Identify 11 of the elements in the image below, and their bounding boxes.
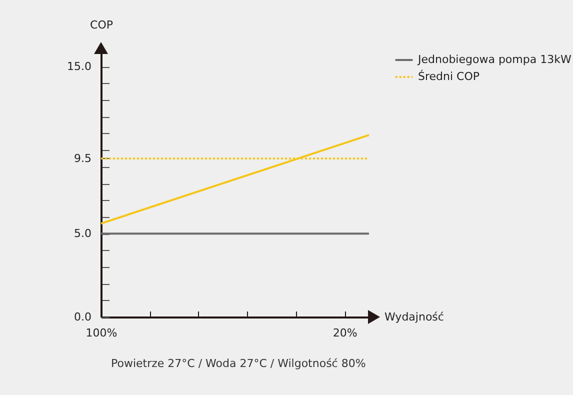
legend-label: Jednobiegowa pompa 13kW (417, 53, 572, 66)
x-axis-title: Wydajność (384, 310, 444, 324)
y-tick-label: 0.0 (74, 310, 92, 324)
legend-label: Średni COP (418, 69, 480, 83)
y-axis-title: COP (90, 18, 114, 32)
x-tick-label: 100% (86, 326, 118, 340)
y-tick-label: 9.5 (74, 152, 92, 165)
text: Powietrze 27°C / Woda 27°C / Wilgotność 80% (111, 357, 366, 370)
y-tick-label: 15.0 (67, 60, 92, 74)
x-tick-label: 20% (332, 326, 358, 340)
y-tick-label: 5.0 (74, 227, 92, 240)
